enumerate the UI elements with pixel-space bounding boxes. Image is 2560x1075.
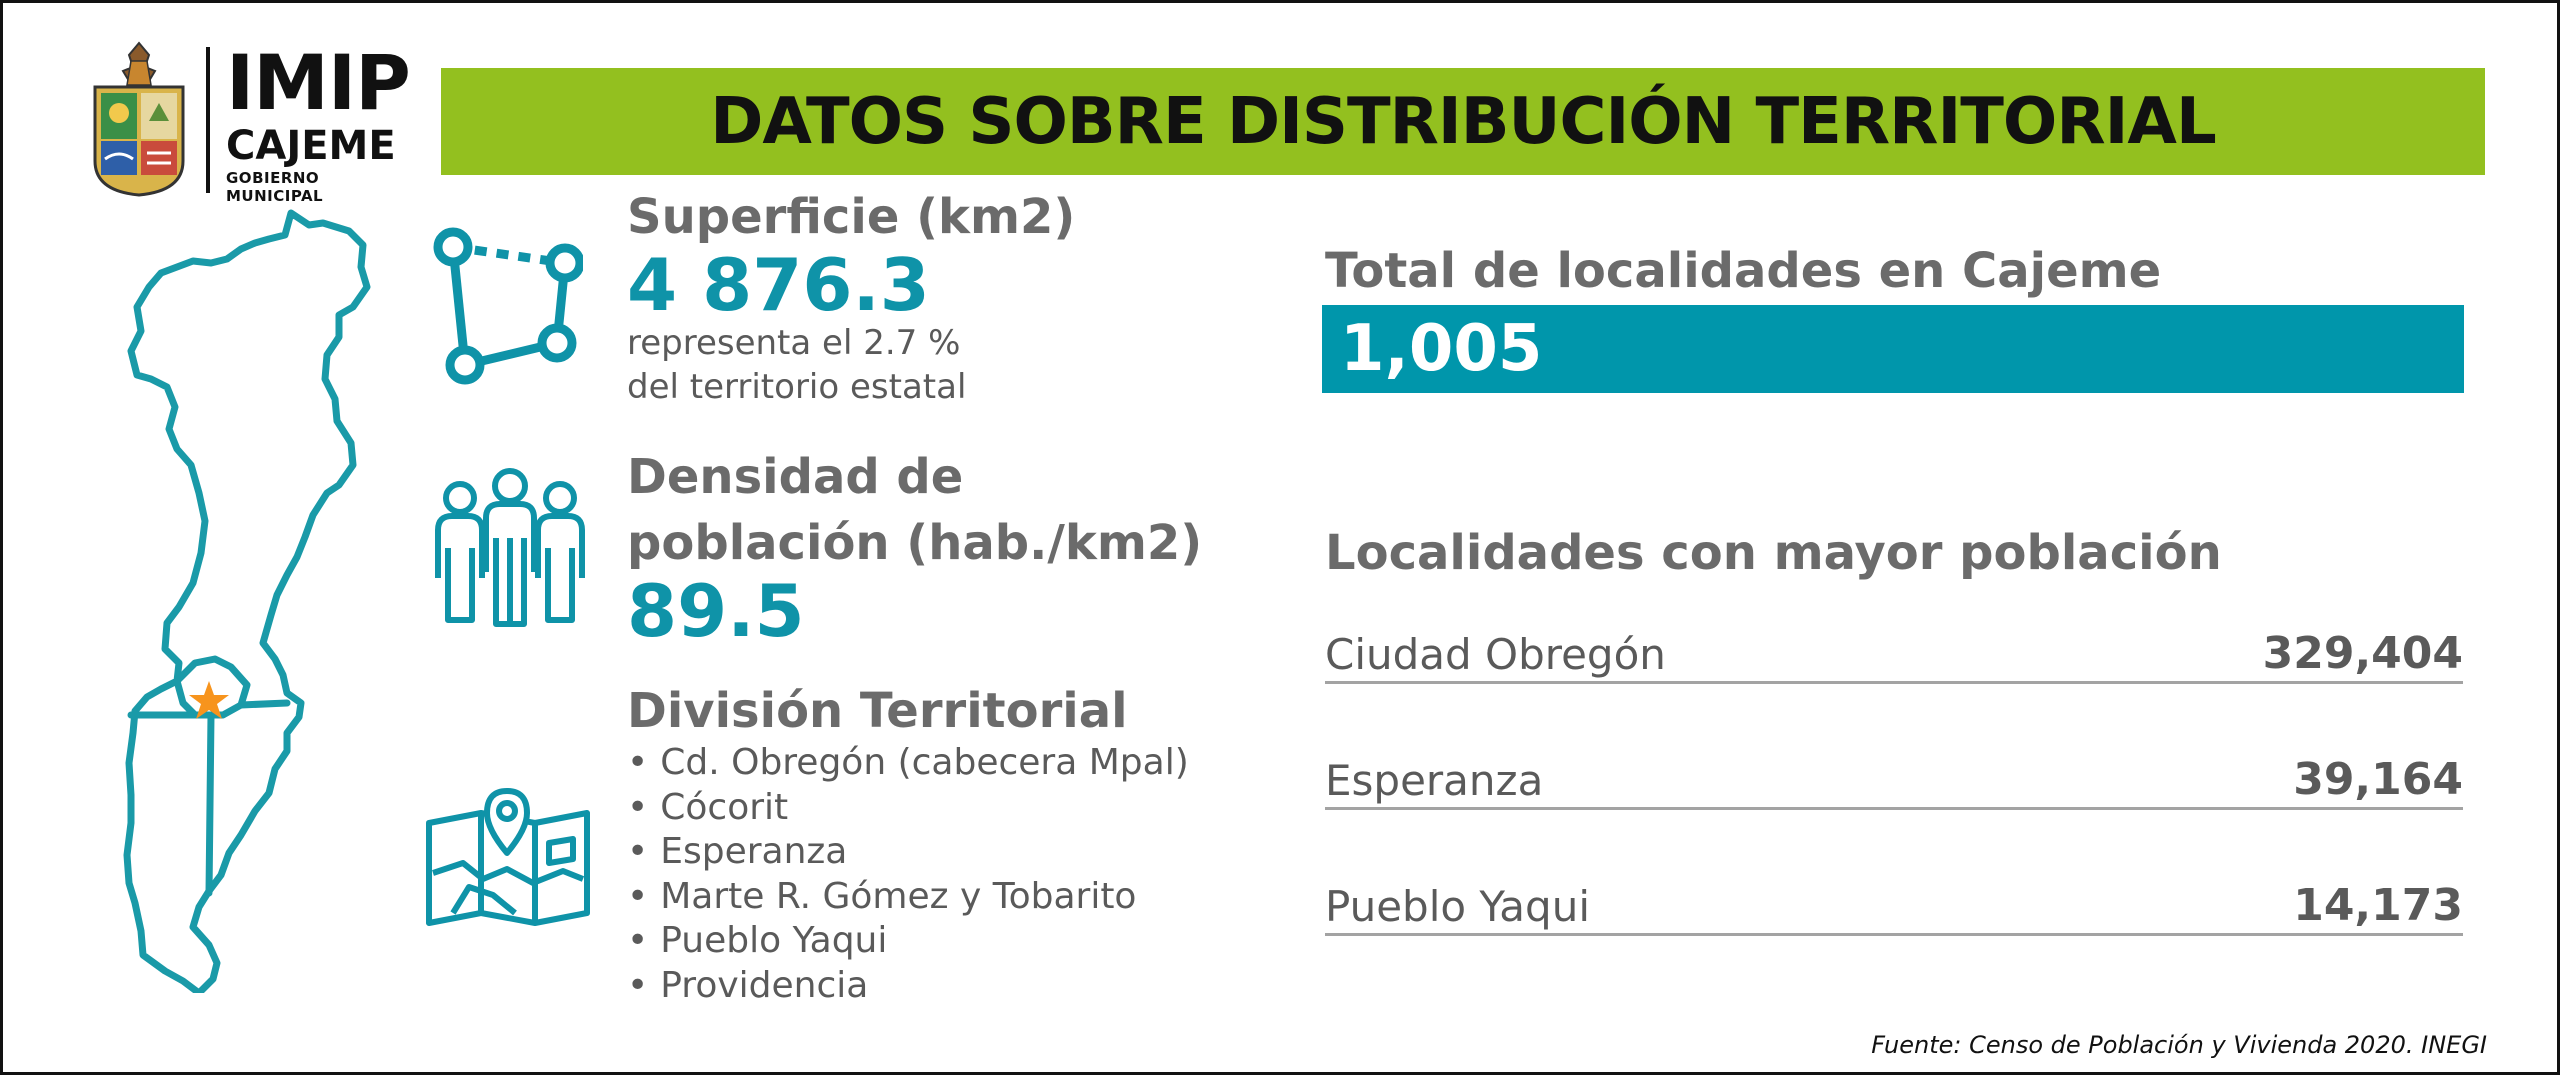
imip-logo: IMIP CAJEME GOBIERNO MUNICIPAL xyxy=(91,38,411,205)
total-localidades-label: Total de localidades en Cajeme xyxy=(1325,243,2162,299)
page-title: DATOS SOBRE DISTRIBUCIÓN TERRITORIAL xyxy=(710,84,2216,159)
logo-city: CAJEME xyxy=(226,123,396,169)
superficie-label: Superficie (km2) xyxy=(627,189,1076,245)
people-icon xyxy=(435,468,585,627)
superficie-value: 4 876.3 xyxy=(627,243,930,327)
logo-subtitle: GOBIERNO MUNICIPAL xyxy=(226,169,324,205)
logo-divider xyxy=(206,47,210,193)
title-banner: DATOS SOBRE DISTRIBUCIÓN TERRITORIAL xyxy=(441,68,2485,175)
densidad-value: 89.5 xyxy=(627,569,805,653)
top-localidades-label: Localidades con mayor población xyxy=(1325,525,2222,581)
logo-brand: IMIP xyxy=(226,38,411,127)
polygon-icon xyxy=(433,227,583,385)
list-item: Providencia xyxy=(627,964,1189,1009)
division-label: División Territorial xyxy=(627,683,1128,739)
table-row: Esperanza 39,164 xyxy=(1325,751,2463,810)
localidad-value: 329,404 xyxy=(2262,628,2463,679)
total-localidades-bar: 1,005 xyxy=(1322,305,2464,393)
list-item: Esperanza xyxy=(627,830,1189,875)
total-localidades-value: 1,005 xyxy=(1340,312,1543,386)
superficie-note: representa el 2.7 % xyxy=(627,323,961,363)
star-icon xyxy=(189,681,229,719)
localidad-value: 39,164 xyxy=(2293,754,2463,805)
table-row: Pueblo Yaqui 14,173 xyxy=(1325,877,2463,936)
list-item: Marte R. Gómez y Tobarito xyxy=(627,875,1189,920)
table-row: Ciudad Obregón 329,404 xyxy=(1325,625,2463,684)
list-item: Cócorit xyxy=(627,786,1189,831)
superficie-note: del territorio estatal xyxy=(627,367,967,407)
list-item: Pueblo Yaqui xyxy=(627,919,1189,964)
map-pin-icon xyxy=(426,788,590,926)
list-item: Cd. Obregón (cabecera Mpal) xyxy=(627,741,1189,786)
densidad-label: población (hab./km2) xyxy=(627,515,1203,571)
localidad-value: 14,173 xyxy=(2293,880,2463,931)
densidad-label: Densidad de xyxy=(627,449,964,505)
localidad-name: Pueblo Yaqui xyxy=(1325,882,1590,931)
division-list: Cd. Obregón (cabecera Mpal) Cócorit Espe… xyxy=(627,741,1189,1008)
localidad-name: Esperanza xyxy=(1325,756,1544,805)
cajeme-map-icon xyxy=(123,209,371,993)
source-note: Fuente: Censo de Población y Vivienda 20… xyxy=(1871,1031,2487,1059)
municipal-seal-icon xyxy=(93,41,185,197)
localidad-name: Ciudad Obregón xyxy=(1325,630,1666,679)
